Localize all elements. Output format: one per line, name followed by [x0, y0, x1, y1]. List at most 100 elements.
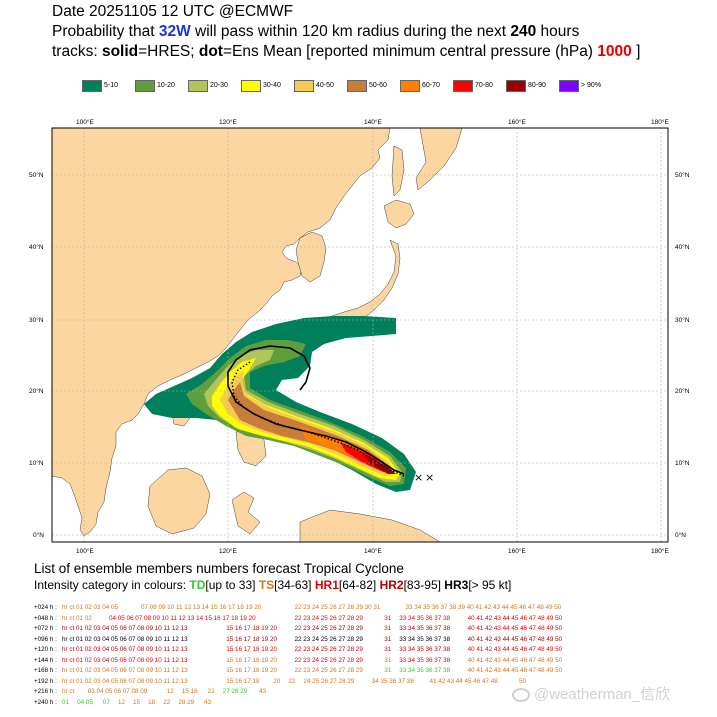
member-group: 31 — [384, 635, 392, 643]
lon-label-top-160: 160°E — [508, 118, 526, 126]
lon-label-top-100: 100°E — [76, 118, 94, 126]
member-group: 22 23 24 25 26 27 28 29 30 31 — [294, 604, 381, 611]
member-group: 22 23 24 25 26 27 28 29 — [294, 656, 363, 664]
legend-swatch — [506, 80, 526, 92]
intensity-key: Intensity category in colours: TD[up to … — [34, 577, 511, 593]
header-prob-pre: Probability that — [52, 23, 159, 40]
member-group: 15 16 — [181, 688, 198, 695]
lon-label-bottom-180: 180°E — [651, 547, 669, 555]
legend-label: 70-80 — [475, 82, 493, 89]
new-guinea-island — [299, 509, 441, 542]
legend-label: 60-70 — [422, 82, 440, 89]
tracks-ensmean: =Ens Mean [reported minimum central pres… — [222, 43, 598, 60]
lat-label-right-20: 20°N — [675, 387, 690, 395]
lat-label-left-10: 10°N — [29, 459, 44, 467]
legend-swatch — [82, 80, 102, 92]
sakhalin-island — [391, 145, 405, 197]
member-group: 12 — [166, 688, 174, 695]
header-date-text: Date 20251105 12 UTC @ECMWF — [52, 3, 294, 20]
member-group: 07 — [102, 698, 110, 706]
lon-label-top-180: 180°E — [651, 118, 669, 126]
member-group: 15 — [133, 698, 141, 706]
legend-swatch — [241, 80, 261, 92]
member-group: 15 16 17 18 19 20 — [226, 625, 277, 632]
member-group: hr ct 01 02 03 04 05 06 07 08 09 10 11 1… — [62, 667, 188, 674]
member-group: 15 16 17 18 — [226, 677, 260, 685]
map-frame — [51, 127, 669, 543]
lon-label-top-140: 140°E — [364, 118, 382, 126]
member-group: hr ct 01 02 — [62, 614, 92, 622]
tracks-close: ] — [631, 43, 641, 60]
member-group: 15 16 17 18 19 20 — [226, 667, 277, 674]
weibo-icon — [512, 688, 530, 703]
key-hr1-range: [64-82] — [338, 578, 377, 592]
member-group: 40 41 42 43 44 45 46 47 48 49 50 — [467, 646, 563, 653]
lead-time: +144 h : — [34, 656, 57, 664]
member-group: 07 08 09 10 11 12 13 14 15 16 17 18 19 2… — [141, 604, 262, 611]
header-prob-post: will pass within 120 km radius during th… — [190, 23, 511, 40]
member-group: 04 05 — [77, 698, 93, 706]
member-group: 15 16 17 18 19 20 — [226, 646, 277, 653]
member-group: 18 — [148, 698, 156, 706]
ens-mean-track — [231, 361, 405, 477]
member-group: 43 — [259, 688, 267, 695]
legend-label: 30-40 — [263, 82, 281, 89]
lon-label-bottom-140: 140°E — [364, 547, 382, 555]
member-group: 43 — [204, 698, 212, 706]
member-group: 01 — [62, 698, 70, 706]
legend-label: 40-50 — [316, 82, 334, 89]
member-group: hr ct 01 02 03 04 05 06 07 08 09 10 11 1… — [62, 635, 188, 643]
japan-hokkaido — [383, 199, 415, 229]
watermark-text: @weatherman_信欣 — [534, 686, 671, 703]
map-header-date: Date 20251105 12 UTC @ECMWF — [52, 2, 293, 22]
borneo-island — [147, 467, 211, 535]
member-group: 33 34 35 36 37 38 — [399, 667, 451, 674]
hours-unit: hours — [536, 23, 580, 40]
member-group: 40 41 42 43 44 45 46 47 48 49 50 — [467, 656, 563, 664]
key-hr3: HR3 — [444, 578, 469, 592]
tracks-dot: dot — [198, 43, 223, 60]
member-group: 15 16 17 18 19 20 — [226, 656, 277, 664]
member-group: hr ct 01 02 03 04 05 — [62, 604, 119, 611]
lat-lon-grid — [52, 128, 668, 542]
watermark: @weatherman_信欣 — [512, 683, 670, 704]
member-group: 33 34 35 36 37 38 — [399, 646, 451, 653]
member-group: hr ct 01 02 03 04 05 06 07 08 09 10 11 1… — [62, 646, 188, 653]
lead-time: +240 h : — [34, 698, 57, 706]
legend-label: > 90% — [581, 82, 602, 89]
key-ts: TS — [258, 578, 275, 592]
legend-swatch — [294, 80, 314, 92]
member-group: 22 23 24 25 26 27 28 29 — [294, 646, 363, 653]
member-group: 22 — [207, 688, 215, 695]
key-ts-range: [34-63] — [274, 578, 312, 592]
member-group: 40 41 42 43 44 45 46 47 48 49 50 — [467, 625, 563, 632]
member-group: 22 23 24 25 26 27 28 29 — [294, 635, 363, 643]
forecast-hours: 240 — [510, 23, 537, 40]
legend-swatch — [453, 80, 473, 92]
lon-label-top-120: 120°E — [219, 118, 237, 126]
lead-time: +072 h : — [34, 625, 57, 632]
member-group: 22 23 24 25 26 27 28 29 — [294, 667, 363, 674]
lat-label-left-20: 20°N — [29, 387, 44, 395]
lead-time: +216 h : — [34, 688, 57, 695]
member-group: 28 29 — [178, 698, 195, 706]
tracks-hres: =HRES; — [138, 43, 199, 60]
legend-label: 80-90 — [528, 82, 546, 89]
lon-label-bottom-160: 160°E — [508, 547, 526, 555]
min-pressure: 1000 — [597, 43, 632, 60]
map-header-probability: Probability that 32W will pass within 12… — [52, 22, 579, 42]
member-group: 40 41 42 43 44 45 46 47 48 49 50 — [467, 667, 563, 674]
lat-label-left-50: 50°N — [29, 171, 44, 179]
legend-label: 5-10 — [104, 82, 119, 89]
member-group: 22 23 24 25 26 27 28 29 — [294, 614, 363, 622]
member-group: 15 16 17 18 19 20 — [226, 635, 277, 643]
member-group: 03 04 05 06 07 08 09 — [87, 688, 148, 695]
lon-label-bottom-100: 100°E — [76, 547, 94, 555]
legend-swatch — [400, 80, 420, 92]
member-group: 22 — [288, 677, 296, 685]
legend-swatch — [559, 80, 579, 92]
lead-time: +192 h : — [34, 677, 57, 685]
lat-label-right-50: 50°N — [675, 171, 690, 179]
member-group: 31 — [384, 667, 392, 674]
lead-time: +168 h : — [34, 667, 57, 674]
